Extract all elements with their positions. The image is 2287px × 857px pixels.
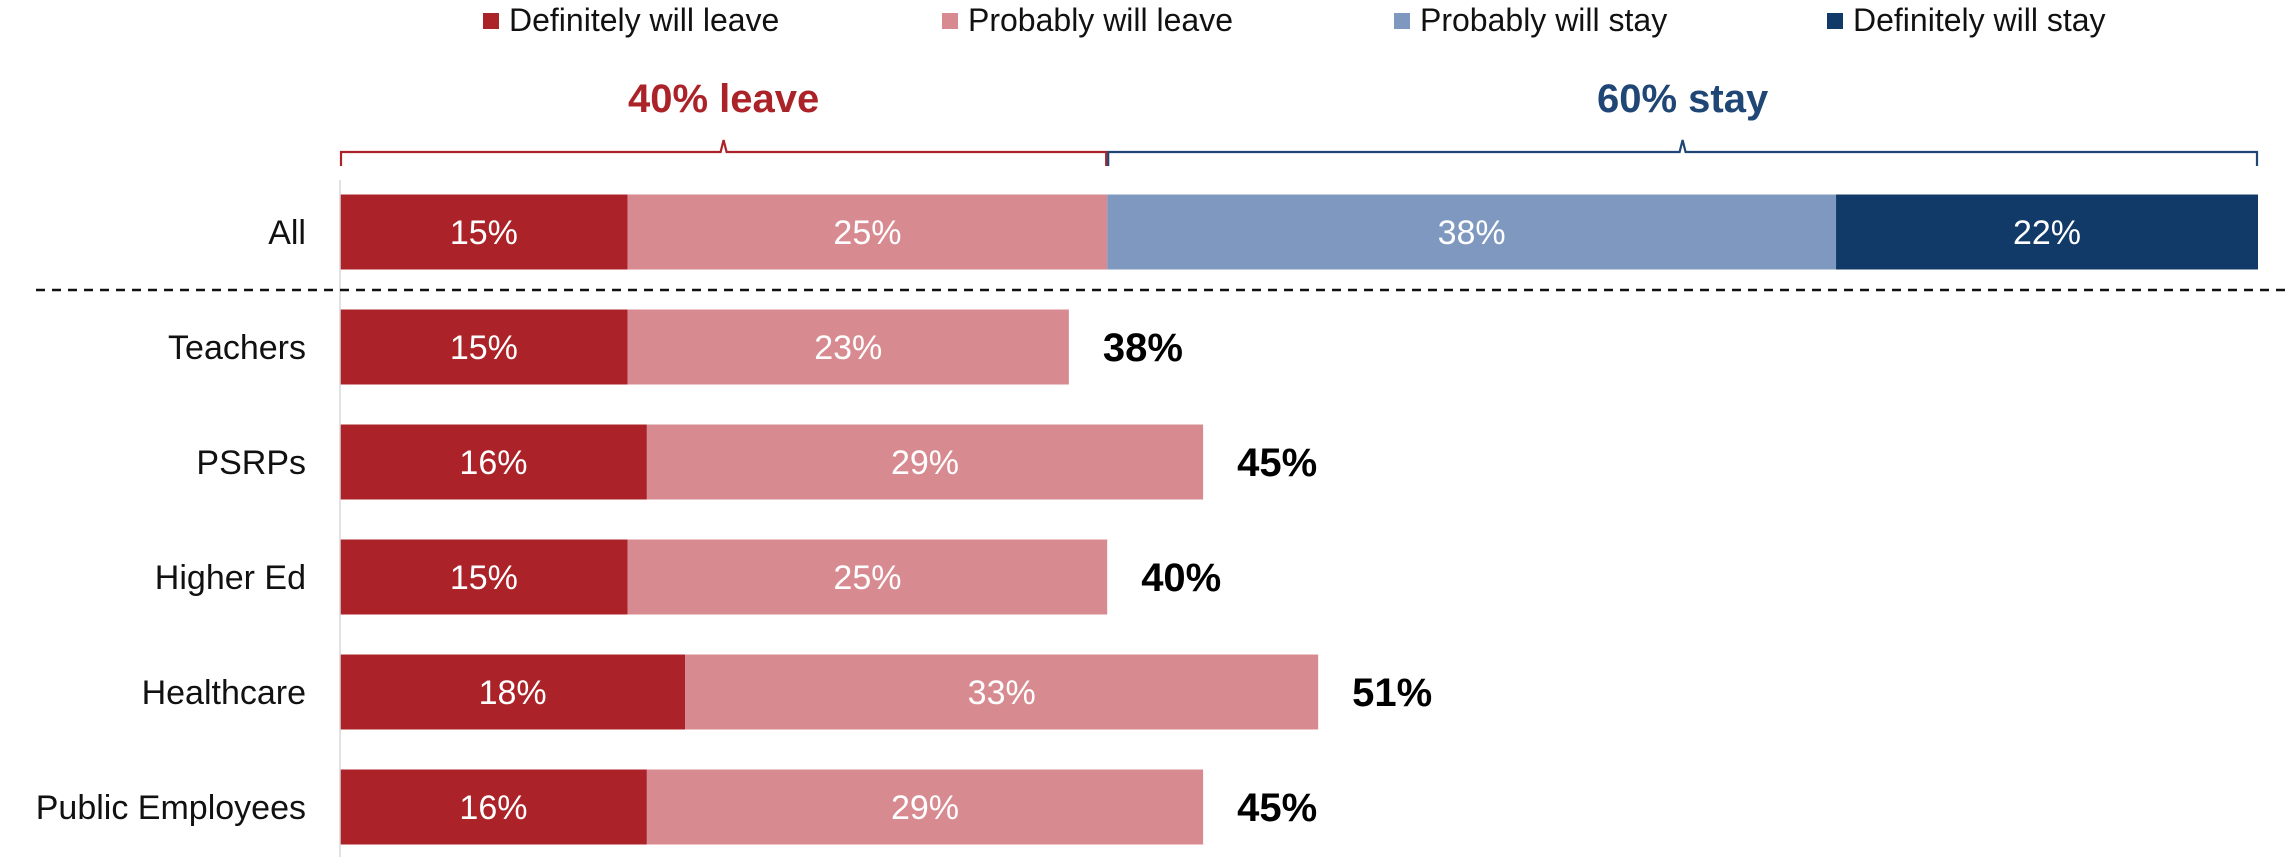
legend-swatch [483, 13, 499, 29]
bar-segment [340, 424, 647, 500]
total-label: 45% [1237, 786, 1317, 830]
data-label: 16% [459, 789, 527, 827]
bar-segment [685, 654, 1319, 730]
data-label: 16% [459, 444, 527, 482]
legend-swatch [1827, 13, 1843, 29]
bracket-label: 40% leave [628, 77, 819, 121]
data-label: 22% [2013, 214, 2081, 252]
data-label: 38% [1438, 214, 1506, 252]
bar-segment [627, 539, 1108, 615]
bar-segment [627, 309, 1069, 385]
data-label: 15% [450, 559, 518, 597]
bar-segment [340, 654, 686, 730]
legend-label: Probably will stay [1420, 2, 1667, 38]
bracket [1107, 139, 2259, 166]
category-label: Teachers [168, 329, 306, 367]
data-label: 15% [450, 214, 518, 252]
bar-segment [340, 309, 628, 385]
bar-segment [340, 539, 628, 615]
category-label: Higher Ed [155, 559, 306, 597]
data-label: 29% [891, 789, 959, 827]
category-label: Public Employees [36, 789, 306, 827]
bar-segment [1107, 194, 1837, 270]
data-label: 25% [833, 559, 901, 597]
legend-label: Definitely will stay [1853, 2, 2106, 38]
total-labels: 38% 45% 40% 51% 45% [1103, 326, 1432, 830]
data-label: 25% [833, 214, 901, 252]
bar-segment [1836, 194, 2258, 270]
data-label: 23% [814, 329, 882, 367]
total-label: 45% [1237, 441, 1317, 485]
bar-segment [646, 424, 1204, 500]
data-label: 29% [891, 444, 959, 482]
category-labels: All Teachers PSRPs Higher Ed Healthcare Publi… [36, 214, 306, 827]
bracket-label: 60% stay [1597, 77, 1769, 121]
data-label: 15% [450, 329, 518, 367]
data-label: 33% [968, 674, 1036, 712]
bar-segment [340, 769, 647, 845]
bar-segment [646, 769, 1204, 845]
bar-segment [340, 194, 628, 270]
total-label: 38% [1103, 326, 1183, 370]
legend: Definitely will leave Probably will leave… [483, 2, 2106, 38]
category-label: All [268, 214, 306, 252]
bracket [339, 139, 1108, 166]
legend-label: Definitely will leave [509, 2, 779, 38]
data-label: 18% [479, 674, 547, 712]
total-label: 40% [1141, 556, 1221, 600]
legend-swatch [942, 13, 958, 29]
legend-swatch [1394, 13, 1410, 29]
legend-label: Probably will leave [968, 2, 1233, 38]
total-label: 51% [1352, 671, 1432, 715]
category-label: PSRPs [196, 444, 306, 482]
category-label: Healthcare [142, 674, 306, 712]
summary-brackets: 40% leave 60% stay [339, 77, 2259, 166]
bar-segment [627, 194, 1108, 270]
bars: 15% 25% 38% 22% 15% 23% 16% 29% 15% 25% 18% 33% 16% 2… [340, 194, 2258, 845]
